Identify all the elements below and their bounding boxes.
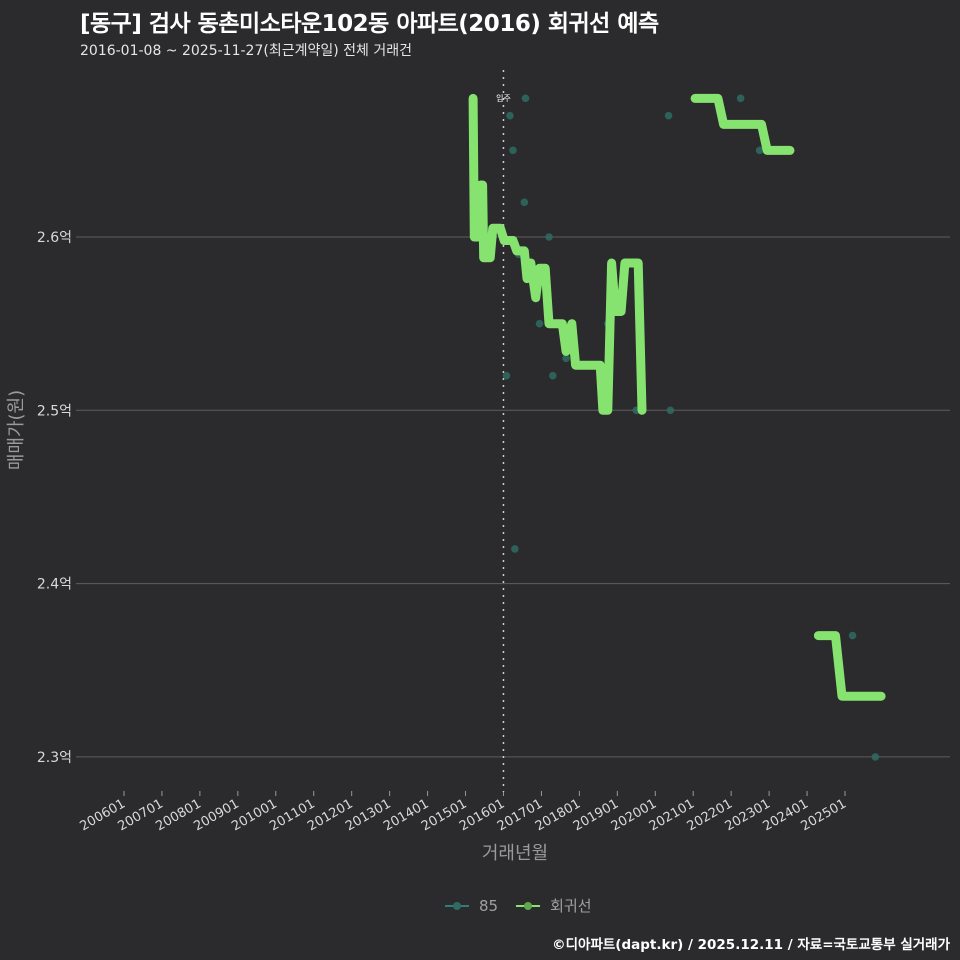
x-axis-ticks: 2006012007012008012009012010012011012012… [78, 791, 849, 834]
y-tick-label: 2.3억 [37, 750, 72, 766]
legend-key-regression-icon [516, 901, 541, 910]
legend-label-85: 85 [479, 896, 499, 915]
source-credit: ©디아파트(dapt.kr) / 2025.12.11 / 자료=국토교통부 실… [552, 937, 950, 953]
data-point [535, 319, 544, 328]
regression-segment [690, 93, 795, 155]
legend-item-85[interactable]: 85 [445, 897, 498, 915]
data-point [520, 198, 529, 207]
data-point [545, 233, 553, 241]
data-point [521, 94, 530, 103]
data-point [736, 94, 745, 103]
y-axis-ticks: 2.3억 2.4억 2.5억 2.6억 [37, 230, 72, 766]
data-point [871, 753, 880, 761]
x-axis-title: 거래년월 [482, 843, 548, 864]
data-point [664, 111, 673, 120]
data-point [502, 371, 511, 380]
y-tick-label: 2.6억 [37, 230, 72, 246]
data-point [509, 146, 517, 155]
y-tick-label: 2.4억 [37, 577, 72, 593]
legend-key-85-icon [445, 901, 469, 910]
data-point [506, 111, 514, 120]
legend: 85 회귀선 [445, 895, 602, 916]
y-tick-label: 2.5억 [37, 403, 72, 419]
transaction-points [502, 94, 880, 761]
regression-segment [813, 631, 886, 701]
data-point [549, 371, 557, 380]
data-point [511, 545, 519, 553]
move-in-label: 입주 [496, 94, 511, 103]
data-point [755, 146, 764, 155]
data-point [562, 354, 570, 363]
chart-title: [동구] 검사 동촌미소타운102동 아파트(2016) 회귀선 예측 [80, 11, 659, 37]
y-axis-title: 매매가(원) [6, 390, 27, 470]
data-point [666, 406, 675, 415]
regression-line [468, 93, 886, 701]
data-point [848, 631, 857, 640]
legend-item-regression[interactable]: 회귀선 [516, 895, 592, 916]
legend-label-regression: 회귀선 [550, 897, 592, 915]
regression-segment [468, 93, 647, 415]
y-gridlines [76, 236, 950, 758]
move-in-reference-line: 입주 [496, 70, 511, 792]
chart-subtitle: 2016-01-08 ~ 2025-11-27(최근계약일) 전체 거래건 [80, 43, 412, 59]
